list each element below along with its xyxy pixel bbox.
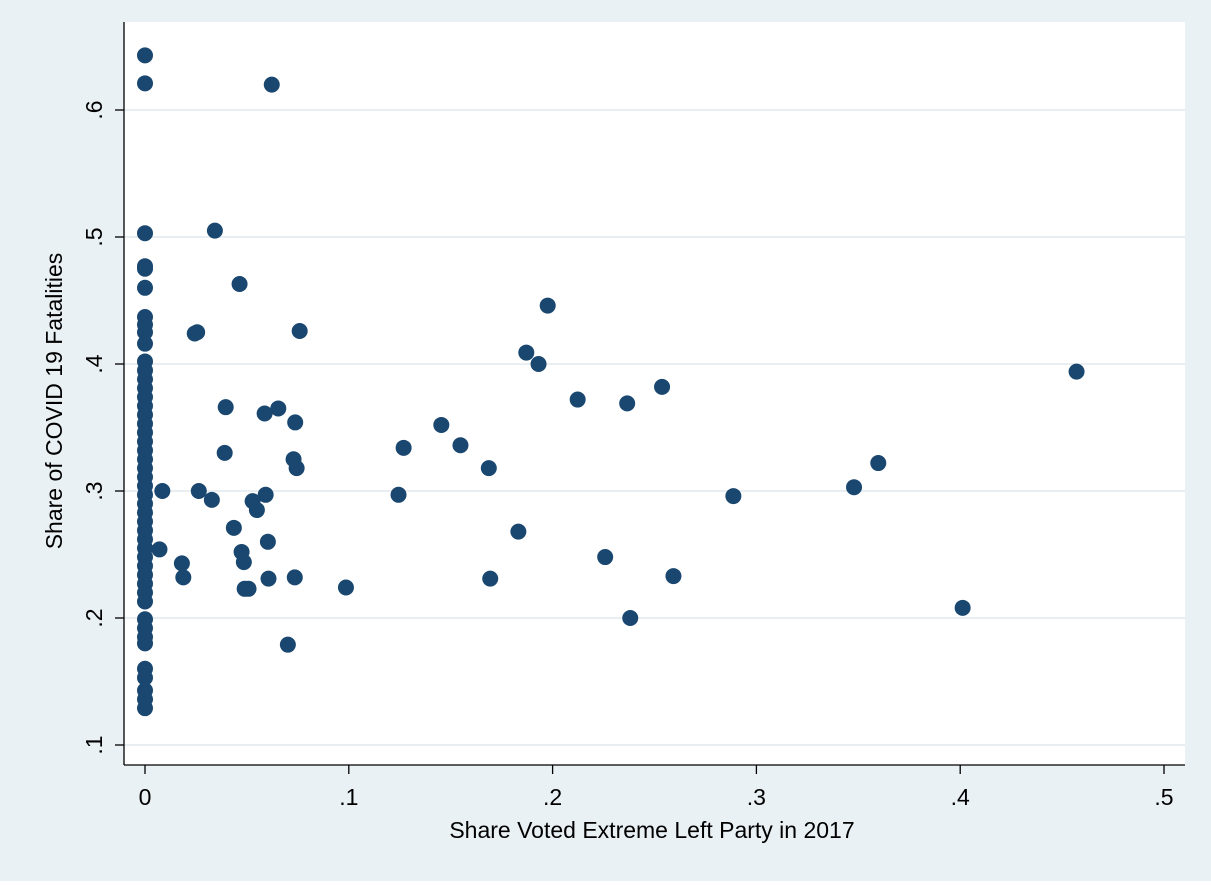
plot-area: [124, 22, 1185, 765]
y-tick-label: .2: [81, 608, 107, 627]
data-point: [137, 700, 153, 717]
y-axis-label: Share of COVID 19 Fatalities: [41, 253, 67, 550]
data-point: [279, 636, 296, 653]
data-point: [654, 378, 671, 395]
axes: .1 .2 .3 .4 .5 .6 0 .1 .2 .3 .4 .5: [81, 22, 1185, 810]
data-point: [510, 523, 527, 540]
data-point: [175, 569, 192, 586]
data-point: [337, 579, 354, 596]
data-point: [518, 344, 535, 361]
y-tick-label: .1: [81, 735, 107, 754]
data-point: [225, 519, 242, 536]
data-point: [452, 437, 469, 454]
data-point: [173, 555, 190, 572]
data-point: [137, 47, 153, 64]
data-point: [530, 356, 547, 372]
data-point: [137, 225, 153, 242]
data-point: [137, 324, 153, 341]
data-point: [619, 395, 636, 412]
data-point: [137, 335, 153, 352]
data-point: [622, 610, 639, 626]
data-point: [260, 570, 277, 587]
data-point: [154, 483, 171, 499]
x-tick-label: .1: [339, 784, 358, 810]
data-point: [203, 491, 220, 508]
data-point: [206, 222, 223, 239]
data-point: [270, 400, 287, 417]
data-point: [287, 414, 304, 431]
data-point: [291, 322, 308, 339]
data-point: [288, 460, 305, 477]
data-point: [137, 75, 153, 92]
x-tick-label: .4: [951, 784, 970, 810]
data-point: [248, 502, 265, 519]
data-point: [137, 593, 153, 610]
y-tick-label: .4: [81, 354, 107, 373]
data-point: [482, 570, 499, 587]
data-point: [216, 444, 233, 461]
data-point: [597, 549, 614, 566]
data-point: [390, 486, 407, 503]
data-point: [259, 533, 276, 550]
data-point: [395, 439, 412, 456]
data-point: [725, 488, 742, 505]
y-tick-label: .3: [81, 481, 107, 500]
data-point: [263, 76, 280, 93]
data-point: [665, 568, 682, 585]
data-point: [569, 391, 586, 408]
data-point: [286, 569, 303, 586]
data-point: [190, 483, 207, 499]
y-tick-label: .6: [81, 100, 107, 119]
data-point: [137, 260, 153, 277]
x-tick-label: .3: [747, 784, 766, 810]
data-point: [1068, 363, 1085, 380]
data-point: [217, 399, 234, 416]
data-point: [870, 455, 887, 472]
data-point: [231, 275, 248, 292]
data-point: [539, 297, 556, 314]
data-point: [137, 279, 153, 296]
data-point: [235, 554, 252, 571]
data-point: [137, 635, 153, 652]
data-point: [433, 416, 450, 433]
data-points: [137, 47, 1085, 717]
data-point: [240, 580, 257, 597]
x-axis-label: Share Voted Extreme Left Party in 2017: [449, 817, 854, 843]
data-point: [846, 479, 863, 496]
x-tick-label: 0: [139, 784, 152, 810]
data-point: [480, 460, 497, 477]
data-point: [186, 325, 203, 342]
data-point: [137, 669, 153, 686]
gridlines: [124, 109, 1185, 746]
data-point: [954, 599, 971, 616]
y-tick-label: .5: [81, 227, 107, 246]
data-point: [257, 486, 274, 503]
data-point: [151, 541, 168, 558]
x-tick-label: .5: [1154, 784, 1173, 810]
data-point: [256, 405, 273, 422]
x-tick-label: .2: [543, 784, 562, 810]
